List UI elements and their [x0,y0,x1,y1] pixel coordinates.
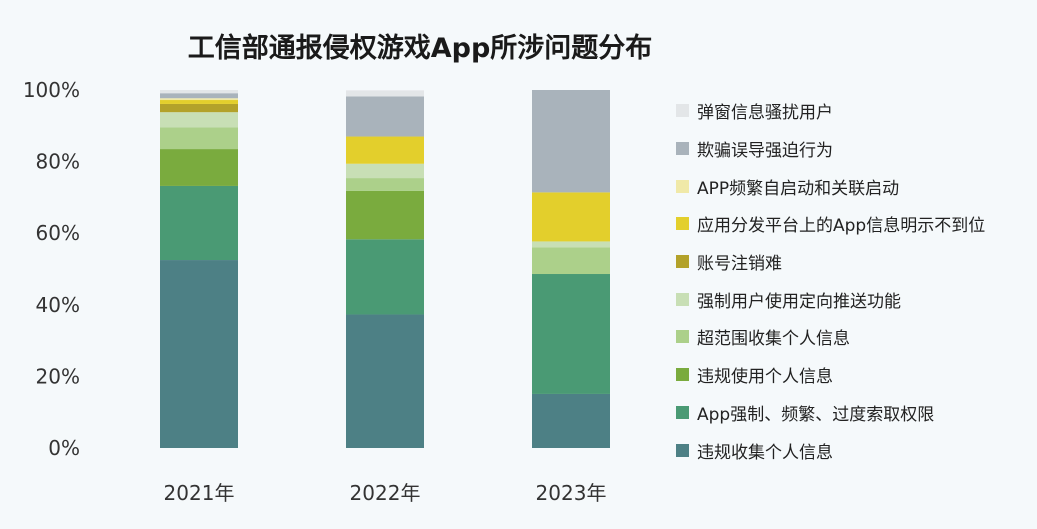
legend-label: 超范围收集个人信息 [697,329,850,350]
legend-swatch [676,255,689,269]
bar-segment [160,260,238,448]
bar-segment [532,192,610,242]
legend-label: 强制用户使用定向推送功能 [697,291,901,312]
legend-item: 强制用户使用定向推送功能 [676,280,985,318]
legend-item: 账号注销难 [676,243,985,281]
legend-label: 弹窗信息骚扰用户 [697,103,833,124]
legend-swatch [676,443,689,457]
y-tick-label: 80% [36,150,80,174]
legend-swatch [676,405,689,419]
bar-segment [532,247,610,275]
legend-swatch [676,292,689,306]
bar-segment [160,185,238,261]
legend-item: App强制、频繁、过度索取权限 [676,394,985,432]
bar-segment [346,96,424,137]
bar-segment [346,90,424,97]
bar-segment [346,314,424,448]
legend-label: 应用分发平台上的App信息明示不到位 [697,216,986,237]
chart-title: 工信部通报侵权游戏App所涉问题分布 [187,33,653,64]
legend-swatch [676,142,689,156]
bar-segment [346,136,424,164]
y-tick-label: 40% [36,293,80,317]
bar-segment [160,98,238,101]
legend-swatch [676,179,689,193]
bar-segment [346,178,424,191]
legend-item: 弹窗信息骚扰用户 [676,92,985,130]
bar-segment [532,393,610,448]
legend-item: APP频繁自启动和关联启动 [676,167,985,205]
x-tick-label: 2022年 [350,481,421,505]
legend-swatch [676,330,689,344]
x-tick-label: 2021年 [164,481,235,505]
y-tick-label: 100% [23,78,80,102]
bar-segment [160,127,238,150]
bar-segment [532,90,610,193]
y-tick-label: 20% [36,364,80,388]
y-tick-label: 0% [48,436,80,460]
bar-segment [532,241,610,248]
legend-label: App强制、频繁、过度索取权限 [697,404,935,425]
bar-segment [160,100,238,104]
legend-item: 欺骗误导强迫行为 [676,130,985,168]
legend-swatch [676,104,689,118]
legend-item: 违规使用个人信息 [676,356,985,394]
bar-segment [160,103,238,113]
bar-segment [346,163,424,179]
legend-label: 违规收集个人信息 [697,442,833,463]
legend: 弹窗信息骚扰用户 欺骗误导强迫行为 APP频繁自启动和关联启动应用分发平台上的App… [676,92,985,469]
bar-segment [160,90,238,94]
x-tick-label: 2023年 [536,481,607,505]
legend-swatch [676,217,689,231]
legend-label: 账号注销难 [697,254,782,275]
bar-segment [532,274,610,394]
bar-segment [160,149,238,186]
legend-label: APP频繁自启动和关联启动 [697,178,900,199]
legend-label: 违规使用个人信息 [697,367,833,388]
legend-swatch [676,368,689,382]
legend-label: 欺骗误导强迫行为 [697,141,833,162]
legend-item: 超范围收集个人信息 [676,318,985,356]
bar-segment [346,239,424,315]
y-tick-label: 60% [36,221,80,245]
bar-segment [346,190,424,240]
legend-item: 违规收集个人信息 [676,431,985,469]
bar-segment [160,93,238,99]
bar-segment [160,112,238,128]
legend-item: 应用分发平台上的App信息明示不到位 [676,205,985,243]
